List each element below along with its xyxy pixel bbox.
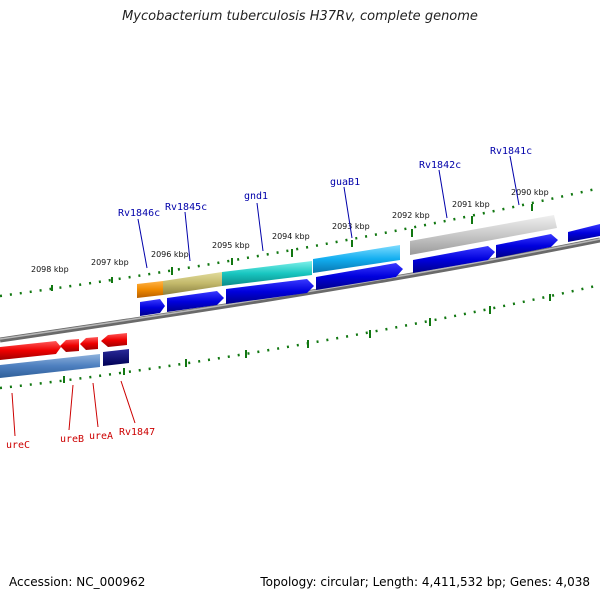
inner-tick-ruler [0,283,600,390]
scale-label: 2091 kbp [452,200,490,209]
feature-band-bottom [0,349,129,378]
feature-navy[interactable] [103,349,129,366]
gene-leaders-top [137,155,520,269]
gene-label[interactable]: Rv1847 [119,427,155,438]
outer-major-ticks [51,204,533,291]
gene-label[interactable]: Rv1842c [419,160,461,171]
feature-cyan[interactable] [313,245,400,273]
genome-backbone [0,237,600,343]
feature-steel[interactable] [0,354,100,378]
gene-arrow[interactable] [496,234,558,258]
gene-arrow[interactable] [413,246,495,273]
gene-label[interactable]: ureC [6,440,30,451]
feature-band-top [137,215,557,298]
gene-label[interactable]: Rv1846c [118,208,160,219]
scale-label: 2095 kbp [212,241,250,250]
gene-arrow[interactable] [101,333,127,347]
gene-arrow[interactable] [60,339,79,352]
gene-labels-bottom: ureC ureB ureA Rv1847 [6,427,155,451]
gene-arrow[interactable] [568,224,600,242]
scale-label: 2090 kbp [511,188,549,197]
scale-labels: 2090 kbp 2091 kbp 2092 kbp 2093 kbp 2094… [31,188,549,274]
gene-arrows-top [140,224,600,316]
gene-label[interactable]: gnd1 [244,191,268,202]
gene-labels-top: Rv1841c Rv1842c guaB1 gnd1 Rv1845c Rv184… [118,146,532,219]
scale-label: 2094 kbp [272,232,310,241]
genome-summary: Topology: circular; Length: 4,411,532 bp… [260,575,590,589]
accession-text: Accession: NC_000962 [9,575,146,589]
gene-label[interactable]: ureB [60,434,84,445]
inner-major-ticks [63,294,551,383]
scale-label: 2097 kbp [91,258,129,267]
feature-grey[interactable] [410,215,557,255]
gene-label[interactable]: guaB1 [330,177,360,188]
gene-arrow[interactable] [167,291,224,312]
gene-arrow[interactable] [80,337,98,350]
feature-orange[interactable] [137,281,163,298]
feature-teal[interactable] [222,261,312,286]
outer-tick-ruler [0,186,600,298]
gene-arrows-bottom [0,333,127,360]
gene-label[interactable]: Rv1841c [490,146,532,157]
scale-label: 2092 kbp [392,211,430,220]
scale-label: 2093 kbp [332,222,370,231]
gene-label[interactable]: ureA [89,431,113,442]
feature-olive[interactable] [163,272,222,295]
gene-arrow[interactable] [316,263,403,290]
scale-label: 2096 kbp [151,250,189,259]
genome-title: Mycobacterium tuberculosis H37Rv, comple… [122,9,478,24]
gene-arrow[interactable] [226,279,314,304]
gene-label[interactable]: Rv1845c [165,202,207,213]
gene-arrow[interactable] [0,341,61,360]
gene-arrow[interactable] [140,299,165,316]
gene-leaders-bottom [11,380,136,437]
scale-label: 2098 kbp [31,265,69,274]
